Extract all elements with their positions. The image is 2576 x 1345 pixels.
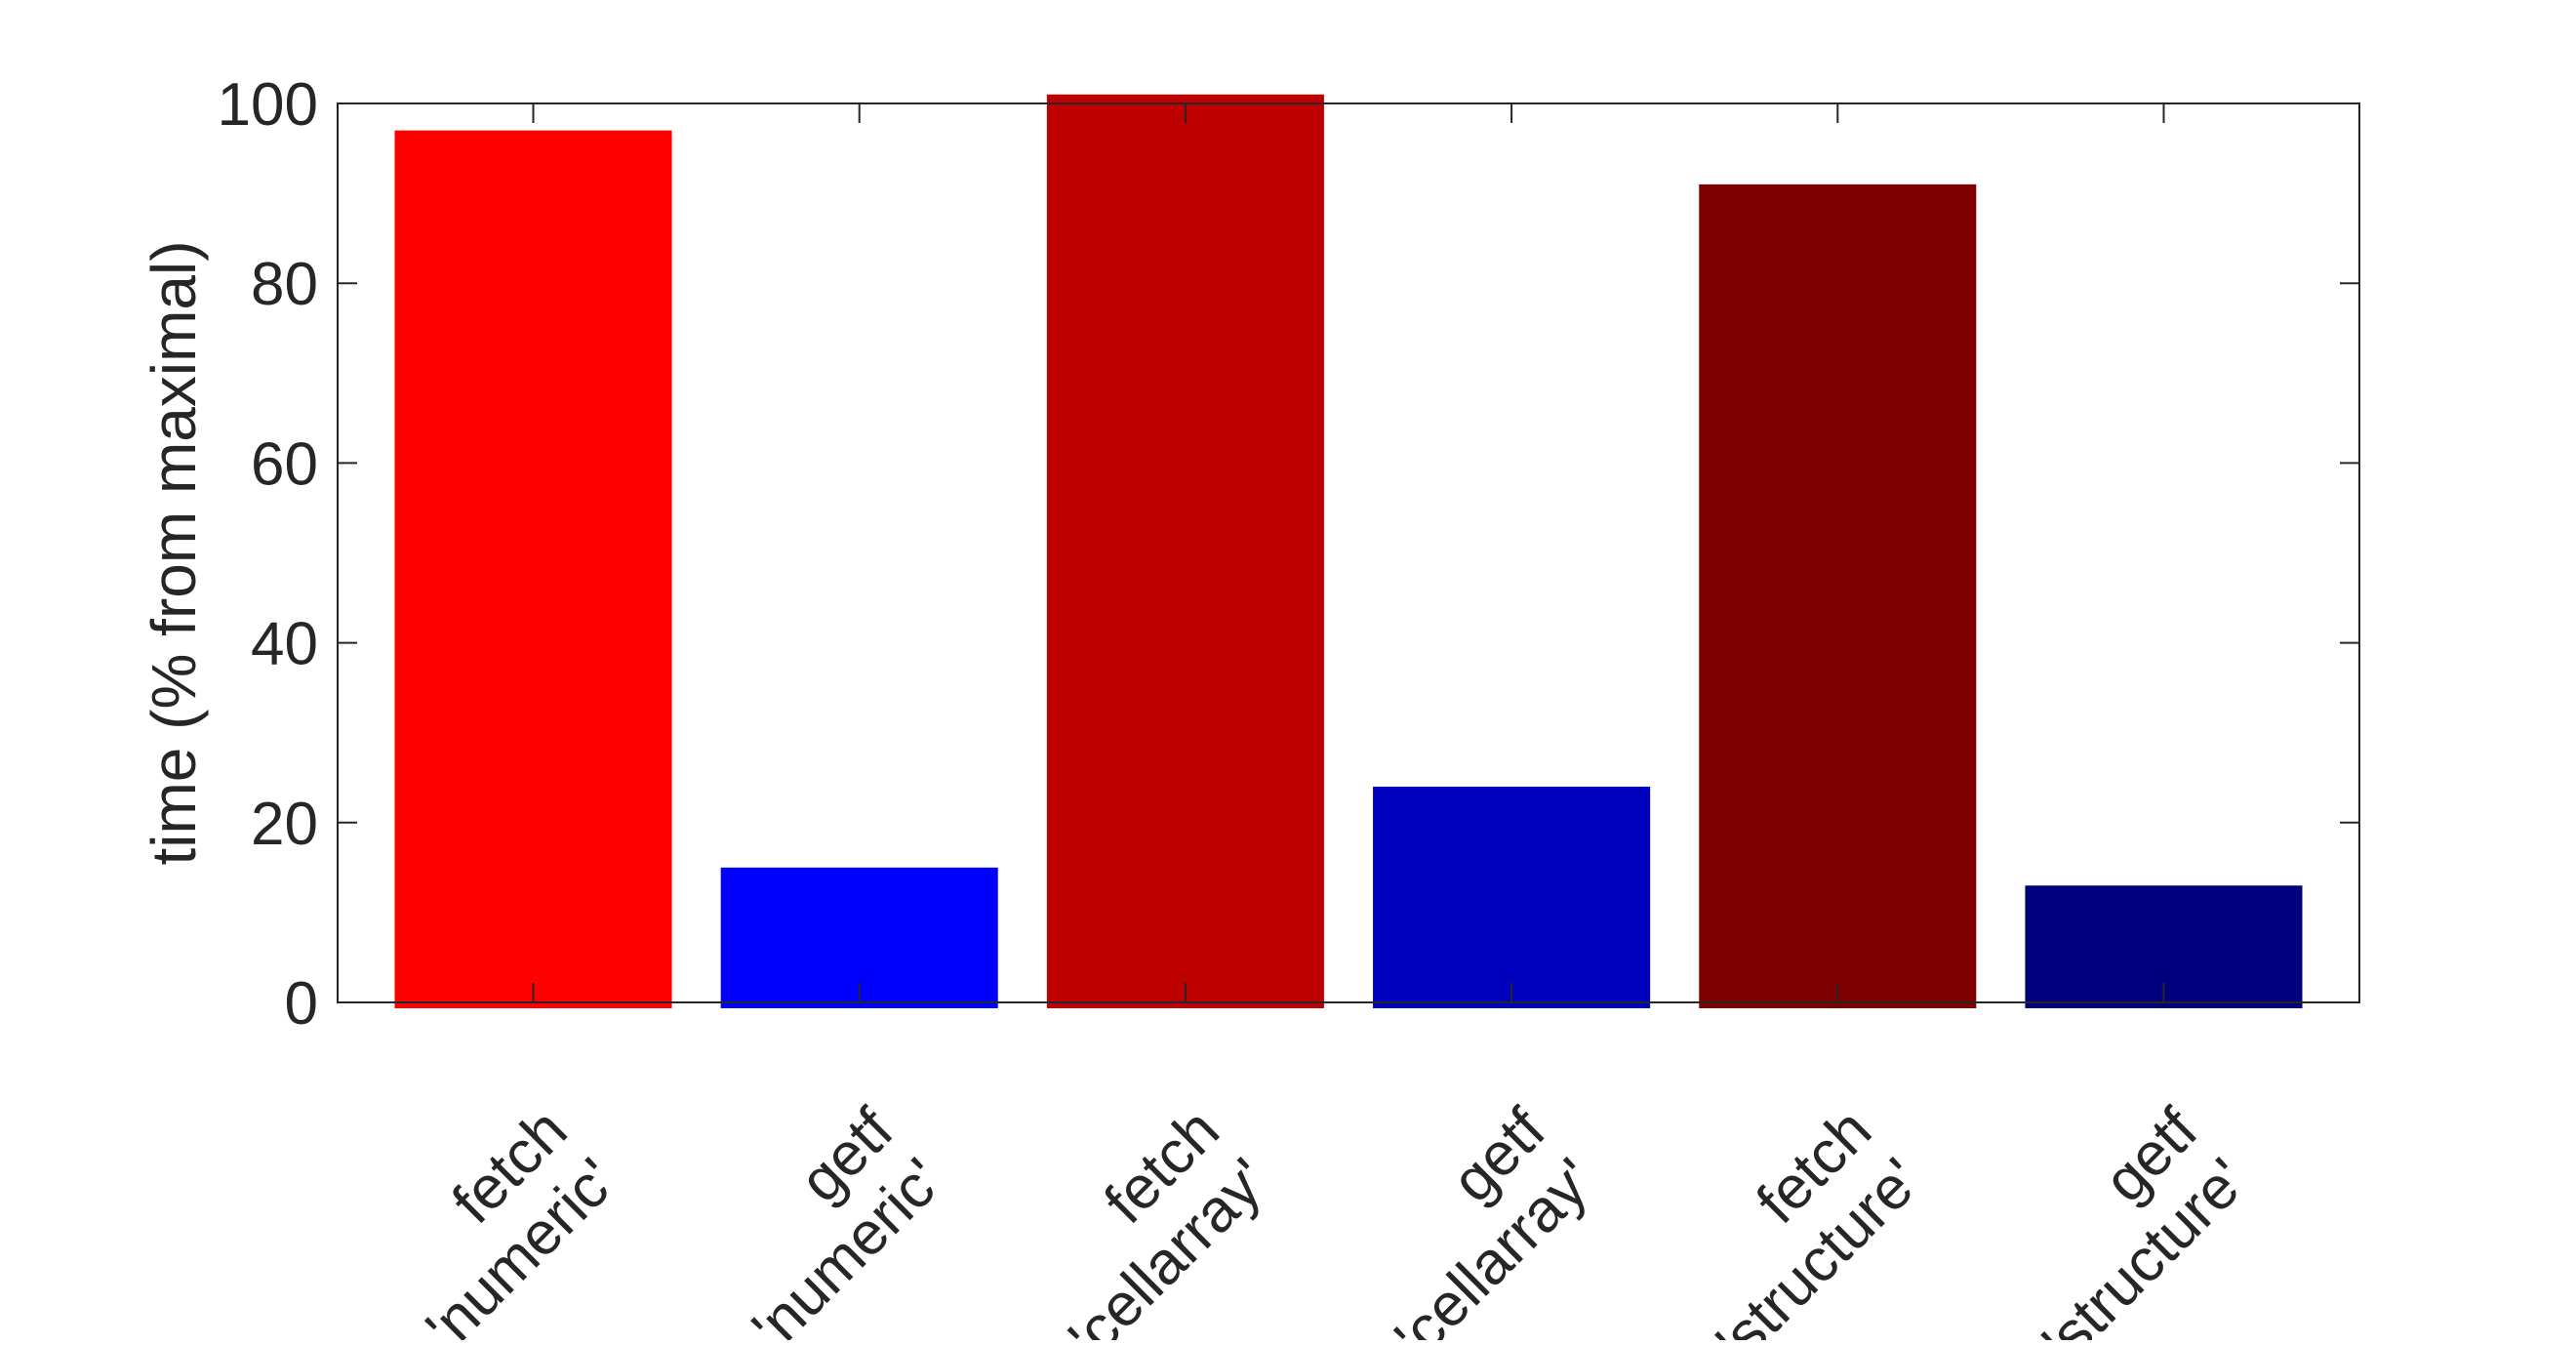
bar-4 bbox=[1373, 786, 1651, 1008]
svg-text:fetch'structure': fetch'structure' bbox=[1654, 1096, 1934, 1340]
x-tick-label: getf'numeric' bbox=[690, 1096, 956, 1345]
y-tick-label: 0 bbox=[285, 970, 318, 1038]
y-ticks: 0 20 40 60 80 100 bbox=[218, 71, 2359, 1038]
svg-text:getf'numeric': getf'numeric' bbox=[690, 1096, 956, 1340]
axes-layer bbox=[337, 102, 2360, 1003]
plot-frame bbox=[337, 102, 2360, 1003]
x-tick-label: fetch'structure' bbox=[1654, 1096, 1934, 1345]
bar-1 bbox=[394, 130, 672, 1008]
x-tick-label: getf'cellarray' bbox=[1333, 1096, 1609, 1345]
y-tick-label: 80 bbox=[251, 251, 318, 318]
x-tick-label: fetch'numeric' bbox=[364, 1096, 629, 1345]
bar-3 bbox=[1046, 94, 1324, 1009]
svg-text:getf'cellarray': getf'cellarray' bbox=[1333, 1096, 1609, 1340]
svg-text:fetch'numeric': fetch'numeric' bbox=[364, 1096, 629, 1340]
bar-5 bbox=[1699, 183, 1977, 1008]
x-tick-label: fetch'cellarray' bbox=[1007, 1096, 1282, 1345]
x-tick-label: getf'structure' bbox=[1980, 1096, 2261, 1345]
y-tick-label: 100 bbox=[218, 71, 318, 139]
y-axis-label: time (% from maximal) bbox=[139, 240, 209, 865]
svg-text:fetch'cellarray': fetch'cellarray' bbox=[1007, 1096, 1282, 1340]
y-tick-label: 40 bbox=[251, 611, 318, 678]
y-tick-label: 60 bbox=[251, 430, 318, 498]
svg-text:getf'structure': getf'structure' bbox=[1980, 1096, 2261, 1340]
bars-layer bbox=[394, 94, 2303, 1009]
y-tick-label: 20 bbox=[251, 791, 318, 858]
